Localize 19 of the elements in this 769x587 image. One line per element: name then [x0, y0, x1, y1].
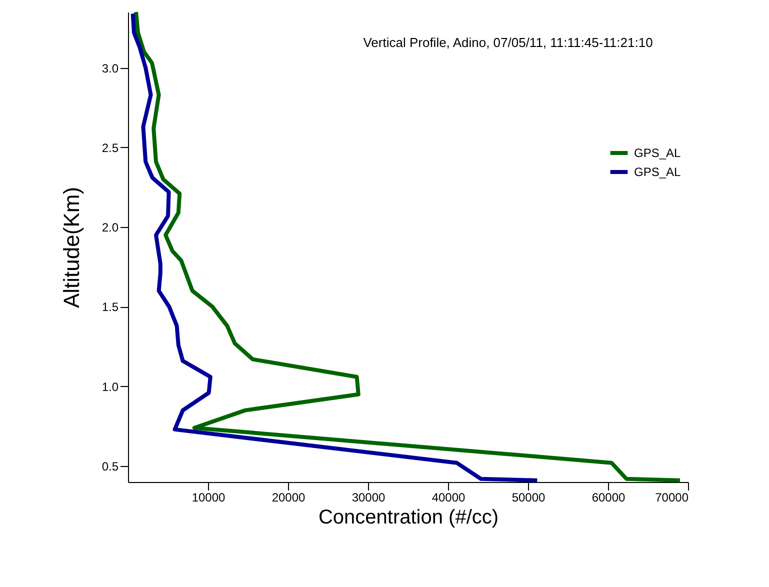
y-tick-label: 2.5: [102, 140, 119, 155]
y-tick-label: 2.0: [102, 220, 119, 235]
x-axis-title: Concentration (#/cc): [318, 506, 499, 528]
line-series: [134, 10, 682, 482]
x-tick-label: 40000: [432, 490, 466, 504]
text: Vertical Profile, Adino, 07/05/11, 11:11:45-11:21:10: [363, 35, 653, 50]
x-tick-label: 60000: [592, 490, 626, 504]
legend-label: GPS_AL: [634, 146, 682, 160]
y-axis-title: Altitude(Km): [58, 186, 84, 308]
x-tick-label: 70000: [655, 490, 689, 504]
y-tick-label: 3.0: [102, 61, 119, 76]
y-tick-label: 1.0: [102, 380, 119, 394]
legend-label: GPS_AL: [634, 165, 682, 179]
x-tick-label: 10000: [192, 490, 226, 504]
x-tick-label: 20000: [272, 490, 306, 504]
y-tick-label: 1.5: [102, 300, 119, 314]
x-tick-label: 30000: [352, 490, 386, 504]
x-tick-label: 50000: [512, 490, 546, 504]
y-tick-label: 0.5: [102, 460, 119, 474]
